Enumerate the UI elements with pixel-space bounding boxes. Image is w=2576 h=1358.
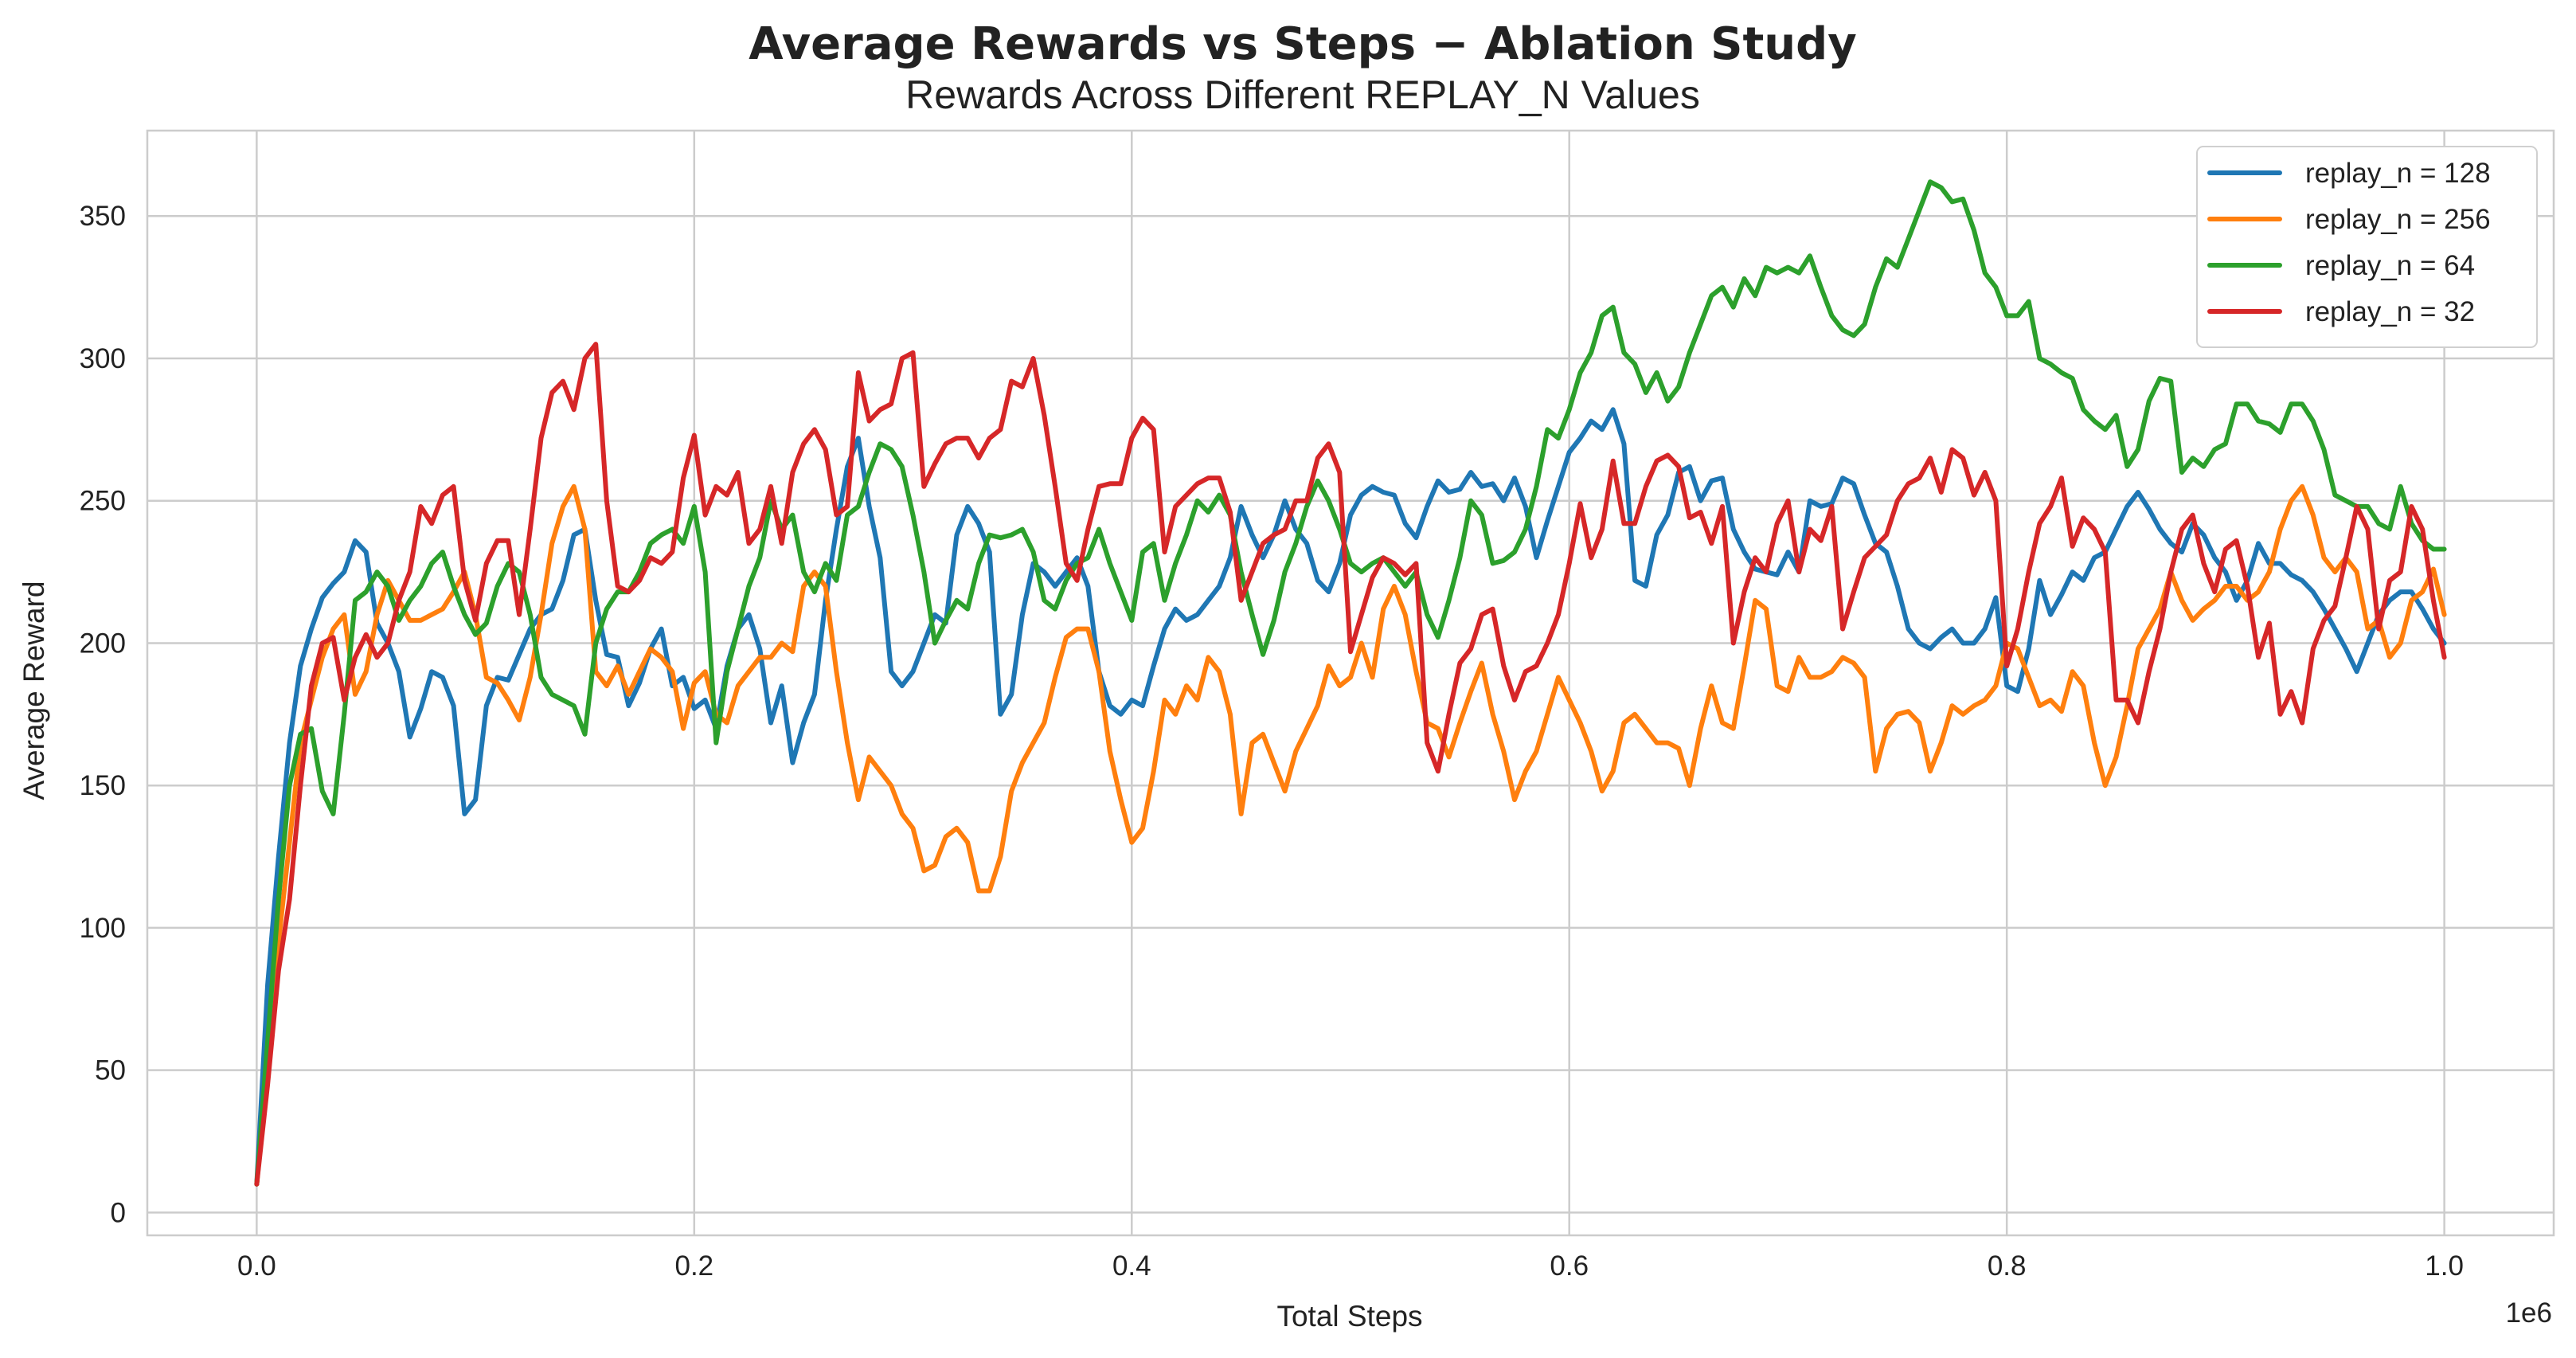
series-line-1 — [254, 483, 2447, 1187]
x-tick-label: 1.0 — [2425, 1250, 2464, 1282]
x-axis-ticks: 0.0 0.2 0.4 0.6 0.8 1.0 — [237, 1250, 2464, 1282]
legend: replay_n = 128 replay_n = 256 replay_n = 6… — [2196, 146, 2538, 348]
legend-entry-label: replay_n = 128 — [2305, 158, 2491, 189]
y-tick-label: 0 — [111, 1197, 126, 1228]
x-tick-label: 0.8 — [1988, 1250, 2027, 1282]
series-line-2 — [254, 179, 2447, 1187]
series-lines — [254, 179, 2447, 1187]
y-axis-label: Average Reward — [18, 581, 50, 800]
x-axis-label: Total Steps — [1276, 1300, 1422, 1333]
y-tick-label: 50 — [95, 1055, 126, 1086]
y-tick-label: 100 — [80, 913, 126, 944]
y-tick-label: 200 — [80, 628, 126, 659]
x-tick-label: 0.4 — [1112, 1250, 1151, 1282]
legend-entry-label: replay_n = 64 — [2305, 250, 2475, 281]
legend-entry-label: replay_n = 256 — [2305, 204, 2491, 235]
series-line-3 — [254, 342, 2447, 1187]
legend-box — [2196, 146, 2538, 348]
x-tick-label: 0.0 — [237, 1250, 276, 1282]
chart-subtitle: Rewards Across Different REPLAY_N Values — [905, 72, 1700, 117]
y-axis-ticks: 0 50 100 150 200 250 300 350 — [80, 201, 126, 1228]
legend-entry-label: replay_n = 32 — [2305, 296, 2475, 327]
y-tick-label: 300 — [80, 343, 126, 374]
plot-frame — [146, 129, 2555, 1237]
plot-background — [147, 131, 2554, 1235]
x-tick-label: 0.2 — [674, 1250, 713, 1282]
x-tick-label: 0.6 — [1550, 1250, 1589, 1282]
plot-area — [146, 129, 2555, 1237]
y-tick-label: 250 — [80, 486, 126, 517]
y-tick-label: 350 — [80, 201, 126, 232]
y-tick-label: 150 — [80, 770, 126, 801]
x-axis-scale-label: 1e6 — [2506, 1297, 2552, 1329]
chart-title: Average Rewards vs Steps − Ablation Stud… — [749, 18, 1856, 70]
